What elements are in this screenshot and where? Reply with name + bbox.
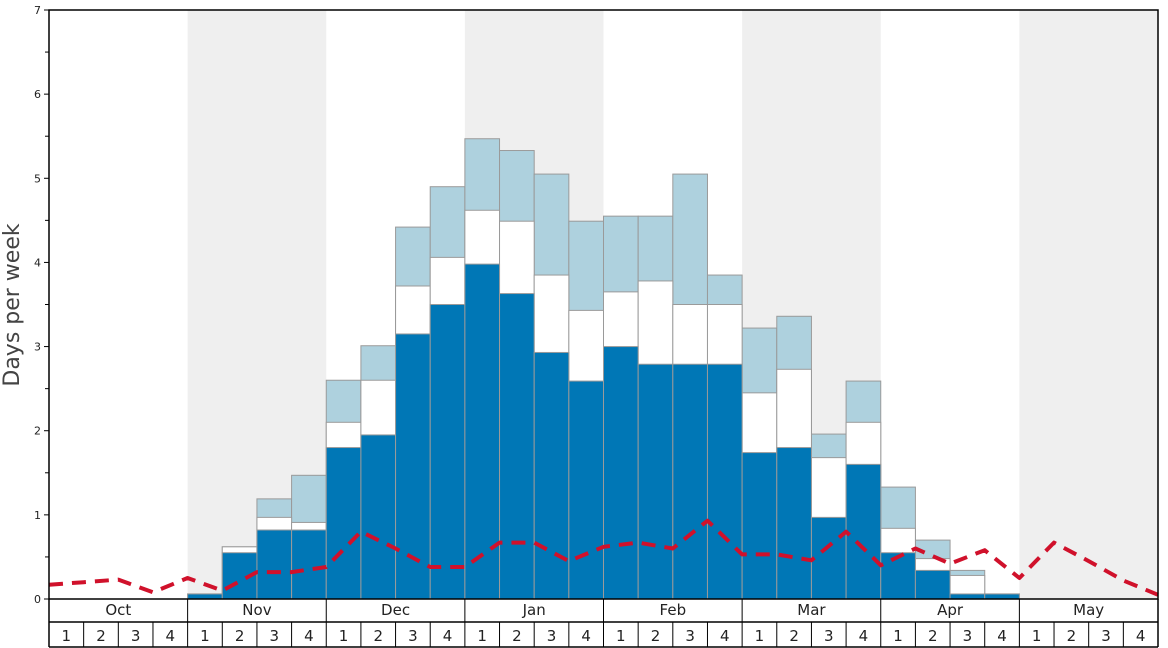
month-label-dec: Dec xyxy=(381,601,410,619)
week-label: 4 xyxy=(166,627,176,645)
bar-dark xyxy=(741,452,778,600)
bars xyxy=(187,138,1020,600)
week-label: 4 xyxy=(581,627,591,645)
month-label-may: May xyxy=(1073,601,1104,619)
bar-dark xyxy=(672,363,708,600)
week-label: 4 xyxy=(997,627,1007,645)
week-label: 4 xyxy=(304,627,314,645)
bar-dark xyxy=(325,447,362,600)
bar-dark xyxy=(568,380,604,600)
y-tick-label: 5 xyxy=(34,172,41,185)
bar-dark xyxy=(256,529,293,600)
bar-dark xyxy=(603,346,639,600)
week-label: 4 xyxy=(1136,627,1146,645)
week-label: 1 xyxy=(1032,627,1042,645)
week-label: 3 xyxy=(131,627,141,645)
y-tick-label: 3 xyxy=(34,341,41,354)
month-label-mar: Mar xyxy=(797,601,826,619)
week-label: 4 xyxy=(859,627,869,645)
week-label: 3 xyxy=(269,627,279,645)
week-label: 1 xyxy=(62,627,72,645)
x-axis: Oct 1 2 3 4 Nov 1 2 3 4 Dec 1 2 3 4 Jan 1 2 3 4 Feb 1 2 3 4 Mar 1 2… xyxy=(48,599,1159,648)
bar-dark xyxy=(429,304,466,600)
week-label: 3 xyxy=(685,627,695,645)
week-label: 2 xyxy=(789,627,799,645)
y-tick-label: 1 xyxy=(34,509,41,522)
bar-dark xyxy=(291,529,327,600)
month-label-nov: Nov xyxy=(242,601,271,619)
week-label: 1 xyxy=(893,627,903,645)
week-label: 1 xyxy=(200,627,210,645)
y-axis-label: Days per week xyxy=(0,223,25,386)
bar-dark xyxy=(499,293,535,600)
bar-dark xyxy=(187,593,223,600)
average-line-path xyxy=(48,518,1159,597)
month-label-oct: Oct xyxy=(105,601,131,619)
week-label: 1 xyxy=(616,627,626,645)
month-label-apr: Apr xyxy=(937,601,964,619)
y-tick-label: 0 xyxy=(34,593,41,606)
month-shade-may xyxy=(1019,10,1158,599)
y-tick-label: 4 xyxy=(34,256,41,269)
bar-dark xyxy=(949,593,986,600)
month-label-jan: Jan xyxy=(522,601,546,619)
week-label: 3 xyxy=(408,627,418,645)
bar-dark xyxy=(984,593,1020,600)
week-label: 2 xyxy=(512,627,522,645)
week-label: 3 xyxy=(1101,627,1111,645)
bar-dark xyxy=(880,552,916,600)
week-label: 2 xyxy=(928,627,938,645)
y-tick-label: 7 xyxy=(34,4,41,17)
week-label: 2 xyxy=(1067,627,1077,645)
week-label: 2 xyxy=(96,627,106,645)
week-label: 3 xyxy=(824,627,834,645)
week-label: 1 xyxy=(339,627,349,645)
y-tick-label: 6 xyxy=(34,88,41,101)
week-label: 4 xyxy=(443,627,453,645)
bar-dark xyxy=(395,333,431,600)
bar-dark xyxy=(464,263,501,600)
month-label-feb: Feb xyxy=(660,601,687,619)
bar-dark xyxy=(637,363,674,600)
week-label: 1 xyxy=(755,627,765,645)
week-label: 4 xyxy=(720,627,730,645)
bar-dark xyxy=(533,351,570,600)
bar-dark xyxy=(810,516,847,600)
week-label: 3 xyxy=(547,627,557,645)
week-label: 2 xyxy=(235,627,245,645)
week-label: 2 xyxy=(651,627,661,645)
bar-dark xyxy=(914,569,951,600)
week-label: 3 xyxy=(963,627,973,645)
bar-dark xyxy=(776,447,812,600)
y-tick-label: 2 xyxy=(34,425,41,438)
week-label: 2 xyxy=(373,627,383,645)
bar-dark xyxy=(360,434,397,600)
bar-dark xyxy=(706,363,743,600)
week-label: 1 xyxy=(477,627,487,645)
bar-dark xyxy=(845,463,882,600)
average-line xyxy=(48,518,1159,597)
